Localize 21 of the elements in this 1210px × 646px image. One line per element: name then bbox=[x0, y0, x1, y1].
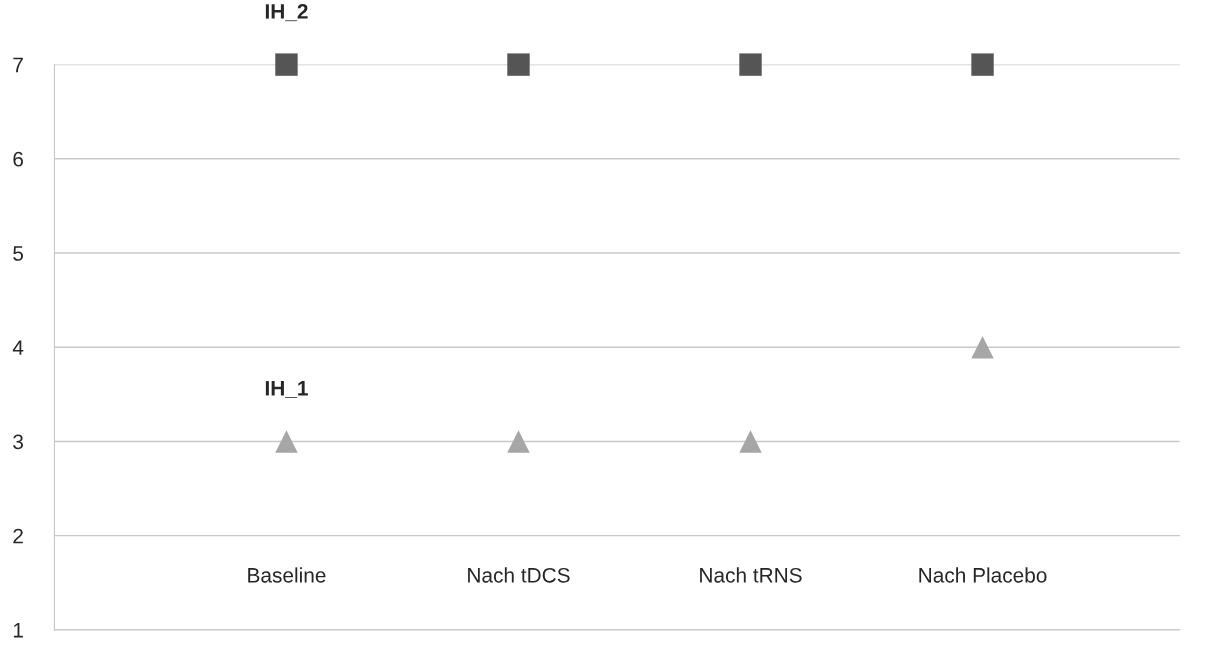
point bbox=[507, 430, 530, 453]
y-tick-label: 7 bbox=[13, 57, 23, 73]
point bbox=[507, 53, 530, 76]
x-tick-label: Baseline bbox=[248, 567, 326, 583]
point bbox=[275, 430, 298, 453]
point bbox=[739, 430, 762, 453]
y-tick-label: 6 bbox=[13, 151, 23, 167]
y-tick-label: 1 bbox=[13, 623, 23, 638]
x-tick-label: Nach tDCS bbox=[468, 567, 570, 583]
y-tick-label: 3 bbox=[13, 434, 23, 450]
point bbox=[275, 53, 298, 76]
series-label: IH_1 bbox=[265, 381, 308, 398]
point bbox=[739, 53, 762, 76]
x-tick-label: Nach Placebo bbox=[919, 567, 1047, 583]
x-tick-label: Nach tRNS bbox=[700, 567, 802, 583]
series-label: IH_2 bbox=[265, 4, 308, 22]
y-tick-label: 2 bbox=[13, 528, 23, 544]
y-tick-label: 4 bbox=[12, 340, 24, 355]
y-tick-label: 5 bbox=[13, 246, 24, 261]
point bbox=[971, 336, 994, 359]
point bbox=[971, 53, 994, 76]
